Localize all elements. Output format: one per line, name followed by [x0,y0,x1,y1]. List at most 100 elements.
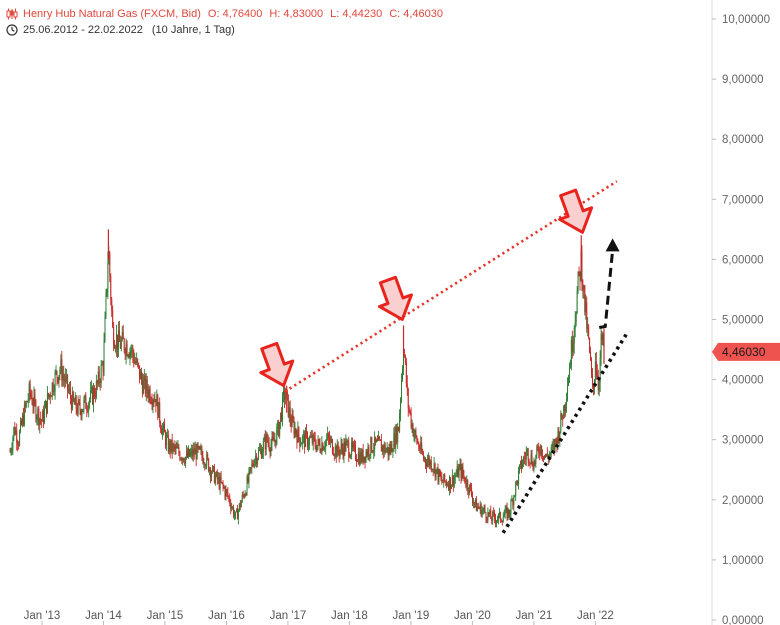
candle-body [374,436,376,450]
candle-body [152,400,154,405]
candle-body [426,461,428,467]
candle-body [357,453,359,462]
candle-body [594,361,596,380]
candle-body [415,430,417,437]
candle-body [139,365,141,380]
candle-body [68,389,70,391]
candle-body [495,518,497,523]
candle-body [217,476,219,480]
candle-body [435,469,437,477]
candle-body [354,445,356,460]
candle-body [292,415,294,421]
candle-body [58,375,60,383]
candle-body [387,447,389,456]
candle-body [178,447,180,454]
candle-body [449,477,451,489]
candle-body [158,402,160,418]
candles [9,229,605,528]
candle-body [592,384,594,389]
candle-body [95,381,97,397]
candle-body [463,474,465,477]
candle-body [372,451,374,453]
candle-body [172,444,174,452]
candle-body [475,499,477,512]
candle-body [269,448,271,453]
candle-body [404,355,406,362]
candle-body [277,421,279,429]
candle-body [560,413,562,432]
candle-body [570,339,572,367]
candle-body [131,347,133,351]
candle-body [533,461,535,470]
candle-body [465,482,467,487]
candle-body [81,411,83,417]
candle-body [46,393,48,413]
clock-icon [6,24,18,36]
low-value: 4,44230 [342,8,383,20]
candle-body [190,449,192,453]
candle-body [456,466,458,475]
candle-body [598,382,600,390]
y-tick-label: 10,00000 [722,14,770,26]
candle-body [499,512,501,521]
candle-body [384,444,386,453]
candle-body [308,437,310,445]
candle-body [348,442,350,457]
candle-body [414,430,416,436]
candle-body [243,495,245,497]
candle-body [442,481,444,483]
candle-body [290,420,292,427]
candle-body [423,454,425,460]
candle-body [209,468,211,472]
candle-body [327,433,329,439]
candle-body [165,436,167,446]
candle-body [71,392,73,410]
candle-body [132,347,134,356]
candle-body [575,313,577,322]
high-value: 4,83000 [283,8,324,20]
candle-body [542,455,544,457]
candle-body [147,391,149,398]
candle-body [109,252,111,277]
candle-body [247,477,249,483]
candle-body [254,459,256,467]
candle-body [55,371,57,373]
candle-body [406,383,408,389]
candle-body [193,448,195,455]
candle-body [484,507,486,513]
candle-body [529,462,531,464]
candle-body [220,476,222,483]
candle-body [398,427,400,432]
candle-body [155,399,157,407]
candle-body [589,337,591,352]
candle-body [251,463,253,468]
candle-body [365,451,367,462]
candle-body [493,511,495,513]
candle-body [578,271,580,273]
candle-body [342,448,344,457]
candle-body [487,512,489,521]
candle-body [579,271,581,280]
candle-body [256,455,258,464]
candle-body [200,449,202,450]
candle-body [371,437,373,452]
candle-body [522,457,524,465]
candle-body [544,455,546,457]
candle-body [12,437,14,449]
candle-body [591,359,593,375]
candle-body [239,503,241,508]
candle-body [23,404,25,425]
candle-body [353,444,355,448]
candle-body [80,410,82,417]
candle-body [175,446,177,450]
candle-body [240,501,242,508]
candle-body [271,437,273,445]
candle-body [595,361,597,372]
candle-body [429,460,431,466]
candle-body [65,376,67,383]
candle-body [446,481,448,486]
candle-body [411,423,413,427]
candle-body [601,334,603,340]
candle-body [14,427,16,435]
